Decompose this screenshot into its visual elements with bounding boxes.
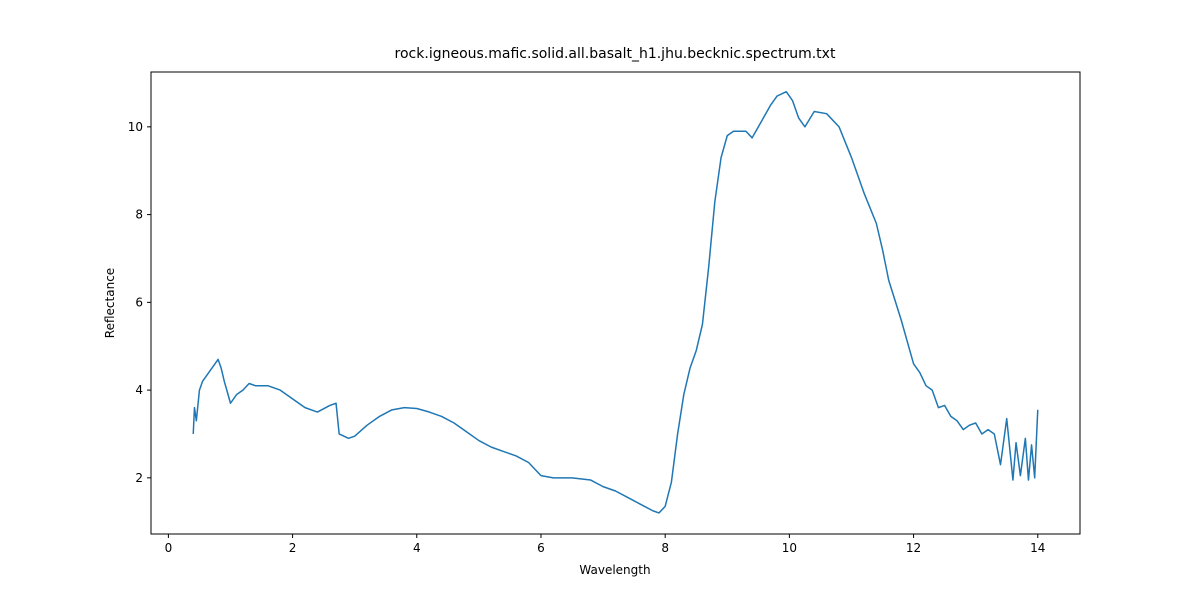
y-tick-label: 2 [135,471,143,485]
data-line [192,90,1039,514]
x-tick-label: 4 [413,541,421,555]
x-tick-label: 6 [537,541,545,555]
x-tick-label: 10 [782,541,797,555]
y-tick-label: 10 [128,120,143,134]
x-tick-label: 2 [289,541,297,555]
y-tick-label: 8 [135,208,143,222]
y-axis-label: Reflectance [103,268,117,338]
y-tick-label: 6 [135,295,143,309]
x-tick-label: 14 [1030,541,1045,555]
x-tick-label: 12 [906,541,921,555]
chart-title: rock.igneous.mafic.solid.all.basalt_h1.j… [395,46,836,62]
x-tick-label: 8 [661,541,669,555]
y-tick-label: 4 [135,383,143,397]
x-axis-label: Wavelength [579,563,650,577]
plot-frame [150,71,1081,535]
x-tick-label: 0 [165,541,173,555]
